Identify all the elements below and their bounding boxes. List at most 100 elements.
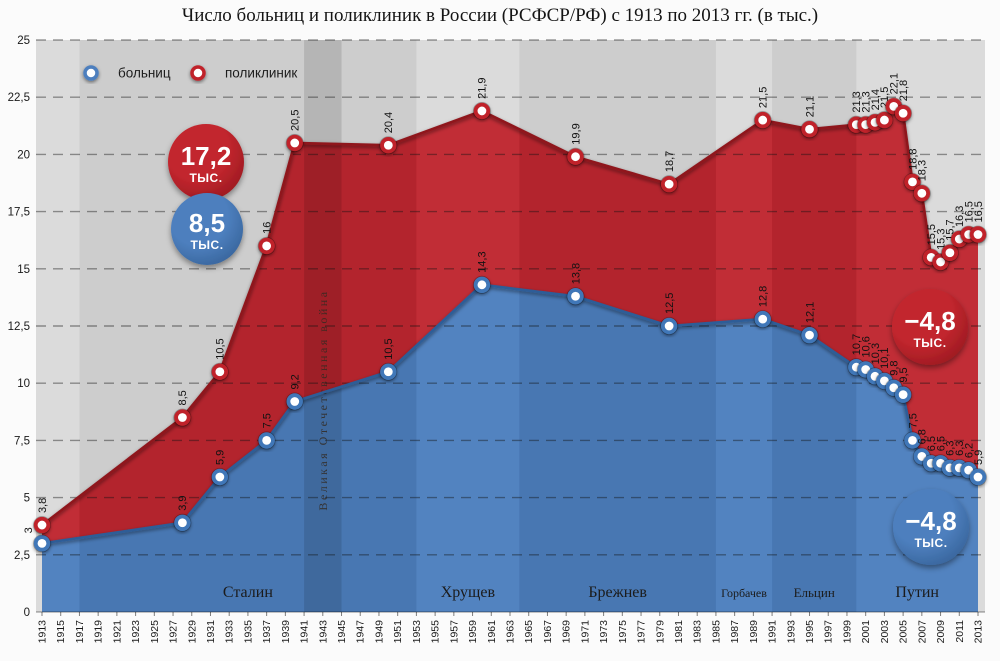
point-label: 13,8 <box>570 263 582 284</box>
point-label: 10,5 <box>383 338 395 359</box>
data-point-marker <box>258 237 275 255</box>
marker-halo <box>969 468 987 486</box>
data-point-marker <box>33 516 51 534</box>
x-tick-label: 2009 <box>935 620 947 644</box>
data-point-marker <box>754 310 771 328</box>
x-tick-label: 1963 <box>505 620 517 644</box>
data-point-marker <box>894 386 912 403</box>
x-tick-label: 1923 <box>130 620 142 644</box>
point-label: 7,5 <box>261 413 273 428</box>
point-label: 18,3 <box>917 160 929 181</box>
point-label: 21,1 <box>804 96 816 117</box>
x-tick-label: 1931 <box>205 620 217 644</box>
data-point-marker <box>660 175 678 193</box>
y-tick-label: 17,5 <box>8 207 30 219</box>
x-tick-label: 1919 <box>93 620 105 644</box>
x-tick-label: 1949 <box>373 620 385 644</box>
point-label: 6,2 <box>963 443 975 458</box>
data-point-marker <box>876 111 893 129</box>
point-label: 19,9 <box>570 123 582 144</box>
x-tick-label: 1985 <box>710 620 722 644</box>
annotation-value: −4,8 <box>904 306 955 336</box>
era-label: Брежнев <box>588 584 647 601</box>
point-label: 20,4 <box>383 112 395 133</box>
point-label: 3,9 <box>177 495 189 510</box>
annotation-circle-bg <box>171 193 243 265</box>
point-label: 6,8 <box>917 429 929 444</box>
legend-marker <box>190 65 206 81</box>
x-tick-label: 1977 <box>636 620 648 644</box>
point-label: 12,1 <box>804 302 816 323</box>
x-tick-label: 1967 <box>542 620 554 644</box>
annotation-unit: ТЫС. <box>914 536 947 550</box>
x-tick-label: 1951 <box>392 620 404 644</box>
marker-halo <box>875 111 894 129</box>
data-point-marker <box>801 121 818 138</box>
point-label: 3,8 <box>37 498 49 513</box>
marker-halo <box>800 326 819 345</box>
y-tick-label: 0 <box>24 607 30 619</box>
y-tick-label: 10 <box>17 378 30 390</box>
y-tick-label: 20 <box>17 149 30 161</box>
x-tick-label: 1953 <box>411 620 423 644</box>
data-point-marker <box>286 134 303 152</box>
point-label: 9,5 <box>898 367 910 382</box>
marker-halo <box>660 317 679 335</box>
x-tick-label: 1927 <box>168 620 180 644</box>
marker-halo <box>285 134 304 152</box>
y-tick-label: 5 <box>24 493 30 505</box>
point-label: 8,5 <box>177 390 189 405</box>
annotation-circle-bg <box>168 124 244 200</box>
legend-label: поликлиник <box>225 66 297 81</box>
marker-halo <box>33 534 51 553</box>
data-point-marker <box>286 393 303 410</box>
point-label: 12,8 <box>758 286 770 307</box>
x-tick-label: 1929 <box>186 620 198 644</box>
point-label: 5,9 <box>973 450 985 465</box>
x-tick-label: 1989 <box>748 620 760 644</box>
x-tick-label: 1939 <box>280 620 292 644</box>
data-point-marker <box>932 253 949 271</box>
marker-halo <box>969 225 987 244</box>
data-point-marker <box>913 185 931 202</box>
data-point-marker <box>754 111 771 129</box>
x-tick-label: 1915 <box>55 620 67 644</box>
point-label: 10,3 <box>870 343 882 364</box>
x-tick-label: 1941 <box>299 620 311 644</box>
marker-halo <box>210 362 229 381</box>
point-label: 5,9 <box>215 450 227 465</box>
point-label: 18,7 <box>664 151 676 172</box>
x-tick-label: 1983 <box>692 620 704 644</box>
legend-label: больниц <box>118 66 171 81</box>
marker-halo <box>566 147 585 166</box>
x-tick-label: 2003 <box>879 620 891 644</box>
data-point-marker <box>969 468 987 486</box>
x-tick-label: 1913 <box>37 620 49 644</box>
x-tick-label: 1991 <box>767 620 779 644</box>
x-tick-label: 1961 <box>486 620 498 644</box>
annotation-value: 8,5 <box>189 208 225 238</box>
marker-halo <box>894 385 913 404</box>
data-point-marker <box>174 514 191 531</box>
data-point-marker <box>904 173 921 191</box>
x-tick-label: 1921 <box>111 620 123 644</box>
point-label: 10,7 <box>851 334 863 355</box>
data-point-marker <box>473 102 491 120</box>
era-label: Сталин <box>223 584 273 601</box>
point-label: 10,5 <box>215 338 227 359</box>
annotation-unit: ТЫС. <box>189 171 222 185</box>
y-tick-label: 25 <box>17 35 30 47</box>
y-tick-label: 22,5 <box>8 92 30 104</box>
point-label: 6,5 <box>926 436 938 451</box>
data-point-marker <box>33 535 51 552</box>
point-label: 16,5 <box>963 201 975 222</box>
y-tick-label: 7,5 <box>14 435 30 447</box>
marker-halo <box>941 243 959 262</box>
data-point-marker <box>380 363 397 380</box>
y-tick-label: 15 <box>17 264 30 276</box>
x-tick-label: 1975 <box>617 620 629 644</box>
x-tick-label: 1965 <box>523 620 535 644</box>
x-tick-label: 2001 <box>860 620 872 644</box>
y-tick-label: 2,5 <box>14 550 30 562</box>
marker-halo <box>257 237 276 255</box>
